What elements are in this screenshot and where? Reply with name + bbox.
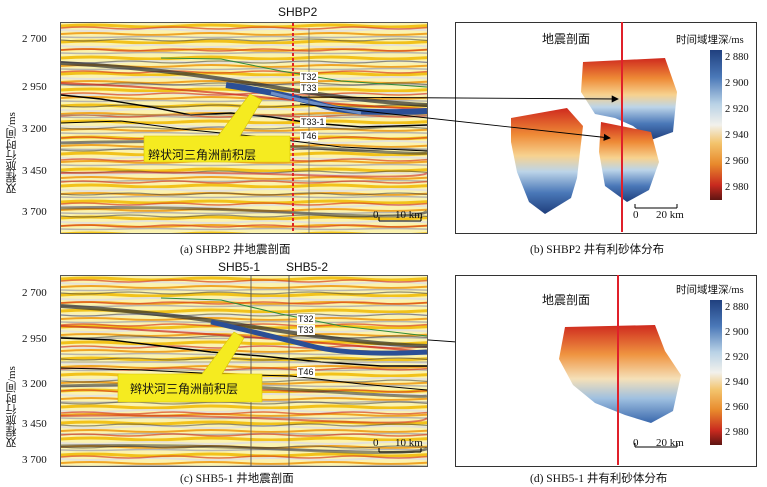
callout-arrow-c bbox=[117, 331, 263, 403]
y-tick-a-3700: 3 700 bbox=[22, 206, 47, 218]
map-title-b: 地震剖面 bbox=[542, 32, 591, 46]
scale-length-d: 20 km bbox=[656, 437, 684, 449]
horizon-label-t33-c: T33 bbox=[297, 325, 315, 335]
horizon-label-t46-c: T46 bbox=[297, 367, 315, 377]
callout-arrow-a bbox=[143, 93, 291, 163]
seismic-image-c bbox=[61, 276, 427, 466]
colorbar-tick-d-3: 2 940 bbox=[725, 377, 749, 388]
callout-text-c: 辫状河三角洲前积层 bbox=[130, 382, 239, 396]
y-axis-label-c: 双程旅行时间/ms bbox=[6, 366, 18, 448]
scale-length-c: 10 km bbox=[395, 437, 423, 449]
scale-length-a: 10 km bbox=[395, 209, 423, 221]
colorbar-tick-b-2: 2 920 bbox=[725, 104, 749, 115]
well-label-shbp2: SHBP2 bbox=[278, 5, 318, 19]
colorbar-tick-d-1: 2 900 bbox=[725, 327, 749, 338]
y-tick-c-2700: 2 700 bbox=[22, 287, 47, 299]
scale-zero-b: 0 bbox=[633, 209, 639, 221]
y-tick-a-2700: 2 700 bbox=[22, 33, 47, 45]
colorbar-d bbox=[710, 300, 722, 445]
horizon-label-t32-c: T32 bbox=[297, 314, 315, 324]
y-axis-label-a: 双程旅行时间/ms bbox=[6, 112, 18, 194]
colorbar-title-d: 时间域埋深/ms bbox=[676, 285, 744, 296]
caption-c: (c) SHB5-1 井地震剖面 bbox=[180, 473, 294, 485]
colorbar-b bbox=[710, 50, 722, 200]
y-tick-c-2950: 2 950 bbox=[22, 333, 47, 345]
colorbar-tick-b-3: 2 940 bbox=[725, 130, 749, 141]
well-label-shb5-2: SHB5-2 bbox=[286, 260, 329, 274]
colorbar-tick-b-0: 2 880 bbox=[725, 52, 749, 63]
y-tick-c-3450: 3 450 bbox=[22, 418, 47, 430]
y-tick-c-3700: 3 700 bbox=[22, 454, 47, 466]
colorbar-tick-d-4: 2 960 bbox=[725, 402, 749, 413]
y-tick-a-3200: 3 200 bbox=[22, 123, 47, 135]
caption-a: (a) SHBP2 井地震剖面 bbox=[180, 244, 291, 256]
colorbar-tick-b-1: 2 900 bbox=[725, 78, 749, 89]
map-title-d: 地震剖面 bbox=[542, 293, 591, 307]
colorbar-tick-d-0: 2 880 bbox=[725, 302, 749, 313]
colorbar-title-b: 时间域埋深/ms bbox=[676, 35, 744, 46]
colorbar-tick-d-2: 2 920 bbox=[725, 352, 749, 363]
y-tick-a-3450: 3 450 bbox=[22, 165, 47, 177]
horizon-label-t33-a: T33 bbox=[300, 83, 318, 93]
seismic-section-c bbox=[60, 275, 428, 467]
scale-zero-c: 0 bbox=[373, 437, 379, 449]
colorbar-tick-b-5: 2 980 bbox=[725, 182, 749, 193]
map-image-d bbox=[559, 275, 681, 465]
colorbar-tick-b-4: 2 960 bbox=[725, 156, 749, 167]
scale-length-b: 20 km bbox=[656, 209, 684, 221]
colorbar-tick-d-5: 2 980 bbox=[725, 427, 749, 438]
y-tick-a-2950: 2 950 bbox=[22, 81, 47, 93]
caption-d: (d) SHB5-1 井有利砂体分布 bbox=[530, 473, 668, 485]
y-tick-c-3200: 3 200 bbox=[22, 378, 47, 390]
well-label-shb5-1: SHB5-1 bbox=[218, 260, 261, 274]
scale-zero-d: 0 bbox=[633, 437, 639, 449]
scale-zero-a: 0 bbox=[373, 209, 379, 221]
caption-b: (b) SHBP2 井有利砂体分布 bbox=[530, 244, 665, 256]
callout-text-a: 辫状河三角洲前积层 bbox=[148, 148, 257, 162]
seismic-image-a bbox=[61, 23, 427, 233]
seismic-section-a bbox=[60, 22, 428, 234]
horizon-label-t32-a: T32 bbox=[300, 72, 318, 82]
